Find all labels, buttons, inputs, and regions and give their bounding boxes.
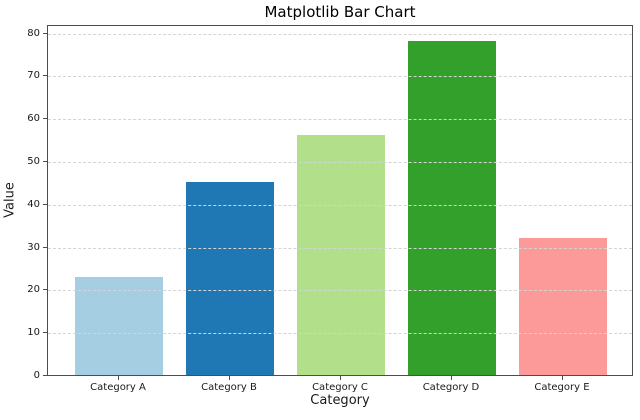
bar-category-d xyxy=(407,41,497,375)
y-tick-mark xyxy=(43,75,47,77)
bar-category-b xyxy=(185,182,275,375)
y-tick-label: 80 xyxy=(27,27,40,39)
x-tick-mark xyxy=(450,376,452,380)
chart-title: Matplotlib Bar Chart xyxy=(264,3,416,21)
y-tick-label: 70 xyxy=(27,70,40,82)
gridline-y80 xyxy=(48,33,632,35)
x-tick-label: Category C xyxy=(312,382,368,393)
y-tick-mark xyxy=(43,203,47,205)
gridline-y50 xyxy=(48,161,632,163)
gridline-y30 xyxy=(48,247,632,249)
y-tick-label: 50 xyxy=(27,155,40,167)
bar-category-a xyxy=(74,276,164,375)
x-tick-label: Category D xyxy=(422,382,480,393)
x-tick-mark xyxy=(561,376,563,380)
y-tick-label: 10 xyxy=(27,327,40,339)
y-tick-mark xyxy=(43,375,47,376)
x-tick-label: Category E xyxy=(534,382,590,393)
y-tick-label: 30 xyxy=(27,241,40,253)
y-tick-mark xyxy=(43,289,47,291)
plot-area xyxy=(47,25,633,376)
x-tick-mark xyxy=(340,376,341,380)
y-tick-label: 60 xyxy=(27,113,40,125)
gridline-y60 xyxy=(48,119,632,121)
y-axis-label: Value xyxy=(2,182,18,218)
gridline-y20 xyxy=(48,290,632,292)
y-tick-label: 20 xyxy=(27,284,40,296)
y-tick-label: 0 xyxy=(33,370,40,381)
gridline-y70 xyxy=(48,76,632,78)
bar-category-c xyxy=(296,135,386,375)
x-tick-mark xyxy=(118,376,120,380)
x-tick-mark xyxy=(229,376,230,380)
gridline-y10 xyxy=(48,333,632,335)
x-axis-label: Category xyxy=(310,393,370,408)
y-tick-mark xyxy=(43,246,47,248)
y-tick-mark xyxy=(43,32,47,34)
y-tick-mark xyxy=(43,332,47,334)
y-tick-mark xyxy=(43,118,47,120)
y-tick-label: 40 xyxy=(27,198,40,210)
y-tick-mark xyxy=(43,160,47,162)
bar-category-e xyxy=(518,238,608,375)
x-tick-label: Category A xyxy=(90,382,146,393)
gridline-y40 xyxy=(48,204,632,206)
x-tick-label: Category B xyxy=(201,382,257,393)
